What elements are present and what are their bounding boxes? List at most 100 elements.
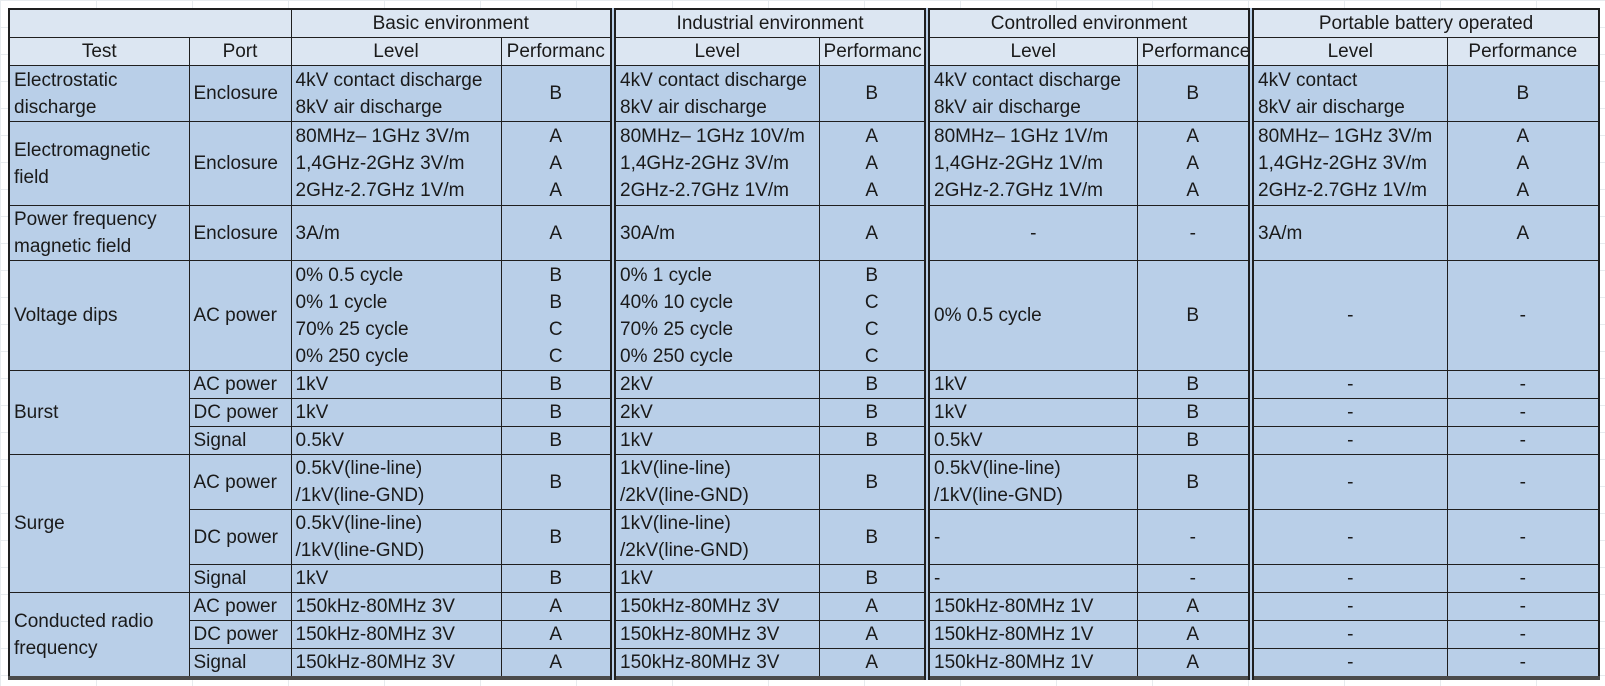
cell-burst-dc-basic-performance: B	[500, 398, 614, 427]
row-crf-signal: Signal 150kHz-80MHz 3V A 150kHz-80MHz 3V…	[9, 648, 1600, 679]
cell-pfmf-industrial-level: 30A/m	[610, 205, 820, 261]
cell-surge-signal-industrial-performance: B	[818, 564, 928, 593]
group-header-row: Basic environment Industrial environment…	[8, 8, 1600, 38]
cell-burst-ac-industrial-performance: B	[818, 370, 928, 399]
cell-esd-controlled-level: 4kV contact discharge 8kV air discharge	[924, 65, 1138, 122]
cell-surge-ac-industrial-performance: B	[818, 454, 928, 510]
line: 1kV(line-line)	[620, 458, 731, 479]
cell-surge-dc-industrial-performance: B	[818, 509, 928, 565]
cell-pfmf-test: Power frequency magnetic field	[8, 205, 190, 261]
col-header-level-controlled: Level	[924, 37, 1138, 66]
cell-dips-basic-performance: B B C C	[500, 260, 614, 371]
line: /1kV(line-GND)	[295, 485, 425, 506]
cell-burst-signal-industrial-level: 1kV	[610, 426, 820, 455]
cell-crf-signal-port: Signal	[188, 648, 292, 679]
cell-surge-signal-port: Signal	[188, 564, 292, 593]
line: 4kV contact discharge	[295, 69, 483, 91]
line: 2GHz-2.7GHz 1V/m	[934, 180, 1103, 201]
cell-pfmf-basic-level: 3A/m	[290, 205, 502, 261]
line: 2GHz-2.7GHz 1V/m	[620, 180, 789, 201]
line: 1kV(line-line)	[620, 513, 731, 534]
line: A	[865, 153, 879, 174]
row-electromagnetic-field: Electromagnetic field Enclosure 80MHz– 1…	[8, 121, 1600, 206]
cell-dips-industrial-performance: B C C C	[818, 260, 928, 371]
line: 2GHz-2.7GHz 1V/m	[295, 180, 465, 201]
cell-pfmf-basic-performance: A	[500, 205, 614, 261]
line: C	[864, 345, 879, 367]
cell-burst-dc-portable-performance: -	[1446, 398, 1600, 427]
group-header-controlled: Controlled environment	[924, 8, 1252, 38]
line: 70% 25 cycle	[620, 318, 734, 340]
cell-crf-ac-basic-level: 150kHz-80MHz 3V	[290, 592, 502, 621]
cell-crf-dc-portable-performance: -	[1446, 620, 1600, 649]
line: C	[864, 318, 879, 340]
line: 80MHz– 1GHz 3V/m	[1258, 126, 1433, 147]
line: 0.5kV(line-line)	[295, 458, 423, 479]
cell-surge-signal-basic-level: 1kV	[290, 564, 502, 593]
cell-crf-signal-basic-performance: A	[500, 648, 614, 679]
cell-burst-ac-portable-level: -	[1248, 370, 1448, 399]
line: A	[549, 180, 563, 201]
cell-burst-signal-basic-level: 0.5kV	[290, 426, 502, 455]
cell-esd-controlled-performance: B	[1136, 65, 1252, 122]
cell-crf-ac-industrial-performance: A	[818, 592, 928, 621]
line: 0% 250 cycle	[620, 345, 734, 367]
row-burst-dc: DC power 1kV B 2kV B 1kV B - -	[9, 398, 1600, 427]
cell-surge-signal-portable-performance: -	[1446, 564, 1600, 593]
cell-surge-signal-industrial-level: 1kV	[610, 564, 820, 593]
cell-crf-signal-portable-level: -	[1248, 648, 1448, 679]
line: field	[14, 166, 49, 188]
cell-crf-ac-portable-level: -	[1248, 592, 1448, 621]
cell-surge-dc-portable-level: -	[1248, 509, 1448, 565]
line: B	[549, 264, 563, 286]
cell-pfmf-industrial-performance: A	[818, 205, 928, 261]
line: 8kV air discharge	[1258, 96, 1405, 118]
line: /2kV(line-GND)	[620, 485, 749, 506]
line: 1,4GHz-2GHz 3V/m	[620, 153, 789, 174]
cell-surge-dc-industrial-level: 1kV(line-line) /2kV(line-GND)	[610, 509, 820, 565]
line: magnetic field	[14, 236, 132, 257]
line: 0% 0.5 cycle	[295, 264, 404, 286]
cell-surge-ac-controlled-level: 0.5kV(line-line) /1kV(line-GND)	[924, 454, 1138, 510]
cell-crf-ac-controlled-performance: A	[1136, 592, 1252, 621]
line: 8kV air discharge	[620, 96, 767, 118]
line: 1,4GHz-2GHz 1V/m	[934, 153, 1103, 174]
cell-burst-dc-controlled-performance: B	[1136, 398, 1252, 427]
cell-surge-dc-portable-performance: -	[1446, 509, 1600, 565]
cell-crf-ac-industrial-level: 150kHz-80MHz 3V	[610, 592, 820, 621]
line: Power frequency	[14, 209, 157, 230]
cell-esd-test: Electrostatic discharge	[8, 65, 190, 122]
group-header-basic: Basic environment	[290, 8, 614, 38]
line: discharge	[14, 96, 97, 118]
cell-crf-test: Conducted radio frequency	[8, 592, 190, 679]
line: 0% 1 cycle	[295, 291, 388, 313]
cell-crf-signal-controlled-level: 150kHz-80MHz 1V	[924, 648, 1138, 679]
line: A	[1186, 153, 1200, 174]
cell-burst-ac-portable-performance: -	[1446, 370, 1600, 399]
cell-surge-ac-industrial-level: 1kV(line-line) /2kV(line-GND)	[610, 454, 820, 510]
cell-crf-signal-portable-performance: -	[1446, 648, 1600, 679]
cell-surge-ac-portable-performance: -	[1446, 454, 1600, 510]
line: 0% 1 cycle	[620, 264, 712, 286]
cell-em-industrial-level: 80MHz– 1GHz 10V/m 1,4GHz-2GHz 3V/m 2GHz-…	[610, 121, 820, 206]
cell-surge-ac-controlled-performance: B	[1136, 454, 1252, 510]
line: 0.5kV(line-line)	[295, 513, 423, 534]
cell-surge-dc-basic-level: 0.5kV(line-line) /1kV(line-GND)	[290, 509, 502, 565]
cell-dips-portable-performance: -	[1446, 260, 1600, 371]
cell-pfmf-controlled-performance: -	[1136, 205, 1252, 261]
line: B	[865, 264, 879, 286]
row-voltage-dips: Voltage dips AC power 0% 0.5 cycle 0% 1 …	[8, 260, 1600, 371]
line: 4kV contact	[1258, 69, 1358, 91]
cell-burst-dc-industrial-level: 2kV	[610, 398, 820, 427]
cell-crf-signal-controlled-performance: A	[1136, 648, 1252, 679]
cell-surge-dc-basic-performance: B	[500, 509, 614, 565]
cell-burst-signal-industrial-performance: B	[818, 426, 928, 455]
line: frequency	[14, 637, 98, 659]
line: C	[864, 291, 879, 313]
line: A	[1186, 126, 1200, 147]
line: A	[865, 126, 879, 147]
col-header-level-industrial: Level	[610, 37, 820, 66]
cell-burst-ac-controlled-performance: B	[1136, 370, 1252, 399]
cell-esd-portable-performance: B	[1446, 65, 1600, 122]
cell-dips-basic-level: 0% 0.5 cycle 0% 1 cycle 70% 25 cycle 0% …	[290, 260, 502, 371]
